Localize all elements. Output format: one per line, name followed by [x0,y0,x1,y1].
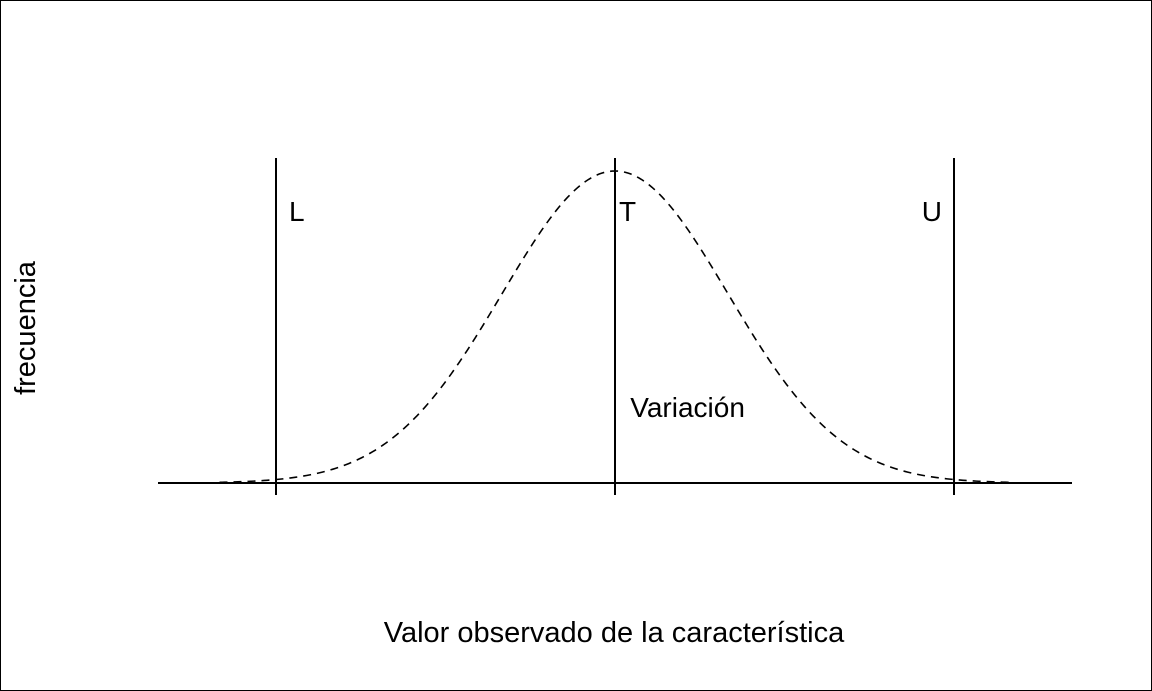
annotation-variacion: Variación [630,392,745,423]
x-axis-label: Valor observado de la característica [384,617,845,649]
y-axis-label: frecuencia [10,260,42,395]
reference-label-u: U [922,196,942,227]
reference-label-l: L [289,196,305,227]
reference-label-t: T [619,196,636,227]
